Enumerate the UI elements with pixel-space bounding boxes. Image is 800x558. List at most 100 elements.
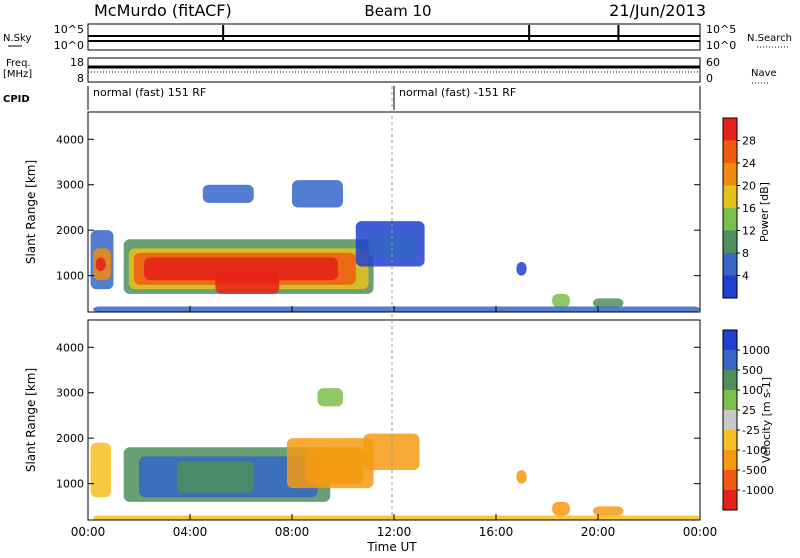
noise-right-tick-bottom: 10^0 — [706, 39, 736, 52]
echo-region — [292, 180, 343, 208]
colorbar-swatch — [723, 230, 737, 253]
velocity-yticks: 4000 3000 2000 1000 — [56, 341, 700, 491]
station-title: McMurdo (fitACF) — [94, 1, 232, 20]
cpid-label: CPID — [3, 94, 30, 105]
power-ylabel: Slant Range [km] — [24, 160, 38, 264]
echo-region — [368, 234, 415, 258]
beam-title: Beam 10 — [364, 2, 431, 20]
ytick-label: 3000 — [56, 179, 84, 192]
echo-region — [592, 298, 624, 308]
colorbar-tick-label: -25 — [742, 424, 760, 437]
cpid-row: CPID normal (fast) 151 RF normal (fast) -… — [3, 86, 701, 110]
velocity-panel: 4000 3000 2000 1000 Slant Range [km] 1000 50… — [24, 319, 774, 521]
noise-left-tick-top: 10^5 — [54, 23, 84, 36]
noise-right-tick-top: 10^5 — [706, 23, 736, 36]
colorbar-swatch — [723, 330, 737, 350]
echo-region — [202, 184, 254, 203]
colorbar-tick-label: 12 — [742, 225, 756, 238]
colorbar-tick-label: 100 — [742, 384, 763, 397]
velocity-ylabel: Slant Range [km] — [24, 368, 38, 472]
power-panel: 4000 3000 2000 1000 Slant Range [km] 28 24 20… — [24, 111, 771, 313]
noise-left-label: N.Sky — [3, 33, 31, 44]
echo-region — [177, 460, 254, 493]
power-colorbar-label: Power [dB] — [758, 182, 771, 242]
colorbar-swatch — [723, 370, 737, 390]
colorbar-swatch — [723, 185, 737, 208]
xtick-label: 16:00 — [479, 525, 514, 539]
noise-right-label: N.Search — [747, 33, 792, 44]
velocity-colorbar-label: Velocity [m s-1] — [760, 377, 773, 463]
echo-region — [215, 271, 280, 294]
date-title: 21/Jun/2013 — [609, 1, 706, 20]
colorbar-tick-label: -500 — [742, 464, 767, 477]
freq-tick-top: 18 — [70, 56, 84, 69]
nave-label: Nave — [751, 68, 777, 79]
colorbar-tick-label: 28 — [742, 135, 756, 148]
colorbar-tick-label: 500 — [742, 364, 763, 377]
echo-region — [552, 501, 570, 516]
colorbar-swatch — [723, 410, 737, 430]
cpid-segments: normal (fast) 151 RF normal (fast) -151 R… — [93, 86, 516, 110]
echo-region — [144, 257, 338, 281]
xtick-label: 08:00 — [275, 525, 310, 539]
colorbar-swatch — [723, 275, 737, 298]
echo-region — [592, 506, 624, 516]
x-axis-label: Time UT — [366, 540, 417, 554]
ytick-label: 4000 — [56, 341, 84, 354]
echo-region — [93, 306, 701, 312]
colorbar-swatch — [723, 390, 737, 410]
colorbar-swatch — [723, 253, 737, 276]
noise-panel: N.Sky 10^5 10^0 10^5 10^0 N.Search — [3, 23, 792, 52]
xtick-label: 12:00 — [377, 525, 412, 539]
colorbar-frame — [722, 329, 738, 511]
xtick-label: 00:00 — [71, 525, 106, 539]
colorbar-swatch — [723, 163, 737, 186]
freq-label-line1: Freq. — [6, 58, 31, 69]
xtick-label: 20:00 — [581, 525, 616, 539]
colorbar-tick-label: 1000 — [742, 344, 770, 357]
noise-traces — [88, 25, 700, 42]
xtick-label: 04:00 — [173, 525, 208, 539]
ytick-label: 2000 — [56, 432, 84, 445]
colorbar-swatch — [723, 450, 737, 470]
nave-tick-top: 60 — [706, 56, 720, 69]
echo-region — [90, 442, 111, 498]
echo-region — [93, 515, 701, 520]
freq-panel: Freq. [MHz] 18 8 60 0 Nave — [3, 56, 777, 85]
colorbar-tick-label: 20 — [742, 180, 756, 193]
cpid-segment-label: normal (fast) 151 RF — [93, 86, 206, 99]
ytick-label: 1000 — [56, 270, 84, 283]
colorbar-tick-label: -1000 — [742, 484, 774, 497]
xtick-label: 00:00 — [683, 525, 718, 539]
colorbar-tick-label: 8 — [742, 247, 749, 260]
colorbar-swatch — [723, 470, 737, 490]
colorbar-tick-label: -100 — [742, 444, 767, 457]
x-axis: 00:00 04:00 08:00 12:00 16:00 20:00 00:00 — [71, 306, 718, 539]
noise-left-tick-bottom: 10^0 — [54, 39, 84, 52]
freq-tick-bottom: 8 — [77, 72, 84, 85]
velocity-data — [90, 388, 701, 520]
velocity-colorbar: 1000 500 100 25 -25 -100 -500 -1000 — [722, 329, 774, 511]
colorbar-tick-label: 24 — [742, 157, 756, 170]
colorbar-swatch — [723, 350, 737, 370]
power-colorbar: 28 24 20 16 12 8 4 — [722, 117, 756, 299]
freq-traces — [88, 65, 700, 73]
colorbar-tick-label: 25 — [742, 404, 756, 417]
echo-region — [304, 447, 364, 484]
echo-region — [552, 293, 570, 308]
echo-region — [95, 257, 106, 272]
colorbar-swatch — [723, 118, 737, 141]
colorbar-tick-label: 16 — [742, 202, 756, 215]
power-yticks: 4000 3000 2000 1000 — [56, 133, 700, 283]
ytick-label: 4000 — [56, 133, 84, 146]
echo-region — [516, 470, 527, 484]
echo-region — [317, 388, 343, 407]
ytick-label: 3000 — [56, 387, 84, 400]
echo-region — [516, 262, 527, 276]
nave-tick-bottom: 0 — [706, 72, 713, 85]
cpid-segment-label: normal (fast) -151 RF — [399, 86, 516, 99]
freq-label-line2: [MHz] — [3, 69, 32, 80]
power-data — [90, 180, 701, 312]
colorbar-swatch — [723, 208, 737, 231]
